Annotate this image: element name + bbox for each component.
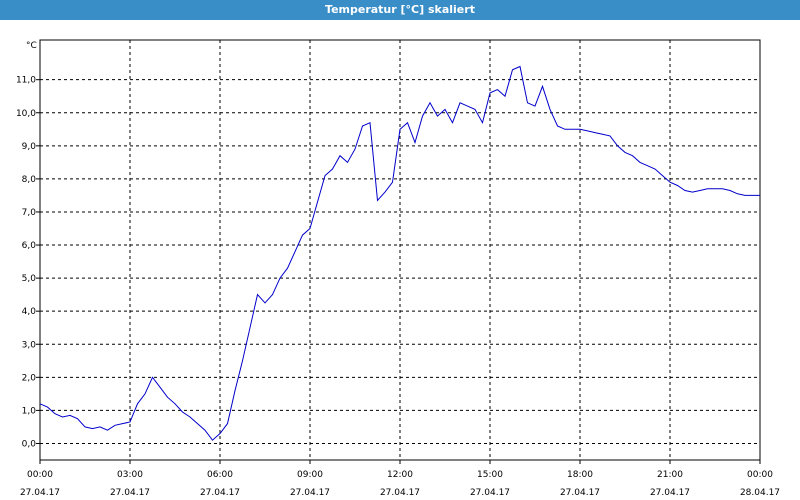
- y-tick-label: 0,0: [22, 439, 37, 449]
- x-tick-time-label: 09:00: [297, 470, 323, 480]
- x-tick-date-label: 28.04.17: [740, 488, 780, 498]
- x-tick-time-label: 12:00: [387, 470, 413, 480]
- y-tick-label: 3,0: [22, 340, 37, 350]
- y-tick-label: 10,0: [16, 109, 36, 119]
- y-tick-label: 8,0: [22, 175, 37, 185]
- y-tick-label: 1,0: [22, 406, 37, 416]
- y-tick-label: 5,0: [22, 274, 37, 284]
- y-tick-label: 7,0: [22, 208, 37, 218]
- x-tick-time-label: 00:00: [747, 470, 773, 480]
- x-tick-date-label: 27.04.17: [110, 488, 150, 498]
- y-tick-label: 4,0: [22, 307, 37, 317]
- x-tick-date-label: 27.04.17: [560, 488, 600, 498]
- y-tick-label: 6,0: [22, 241, 37, 251]
- x-tick-date-label: 27.04.17: [200, 488, 240, 498]
- x-tick-time-label: 18:00: [567, 470, 593, 480]
- chart-title: Temperatur [°C] skaliert: [0, 0, 800, 20]
- y-axis-unit-label: °C: [26, 41, 37, 51]
- y-tick-label: 9,0: [22, 142, 37, 152]
- y-tick-label: 2,0: [22, 373, 37, 383]
- temperature-series-line: [39, 65, 760, 441]
- x-tick-time-label: 00:00: [27, 470, 53, 480]
- plot-frame: [39, 39, 761, 461]
- x-tick-date-label: 27.04.17: [290, 488, 330, 498]
- chart-area: 0,0 1,0 2,0 3,0 4,0 5,0 6,0 7,0 8,0 9,0 10,0 11,0 00…: [0, 20, 800, 500]
- x-tick-date-label: 27.04.17: [470, 488, 510, 498]
- x-tick-date-label: 27.04.17: [20, 488, 60, 498]
- x-tick-time-label: 21:00: [657, 470, 683, 480]
- y-tick-label: 11,0: [16, 76, 36, 86]
- x-tick-time-label: 06:00: [207, 470, 233, 480]
- x-tick-time-label: 03:00: [117, 470, 143, 480]
- temperature-line-chart: 0,0 1,0 2,0 3,0 4,0 5,0 6,0 7,0 8,0 9,0 10,0 11,0 00…: [16, 39, 780, 498]
- x-tick-date-label: 27.04.17: [380, 488, 420, 498]
- x-tick-time-label: 15:00: [477, 470, 503, 480]
- x-tick-date-label: 27.04.17: [650, 488, 690, 498]
